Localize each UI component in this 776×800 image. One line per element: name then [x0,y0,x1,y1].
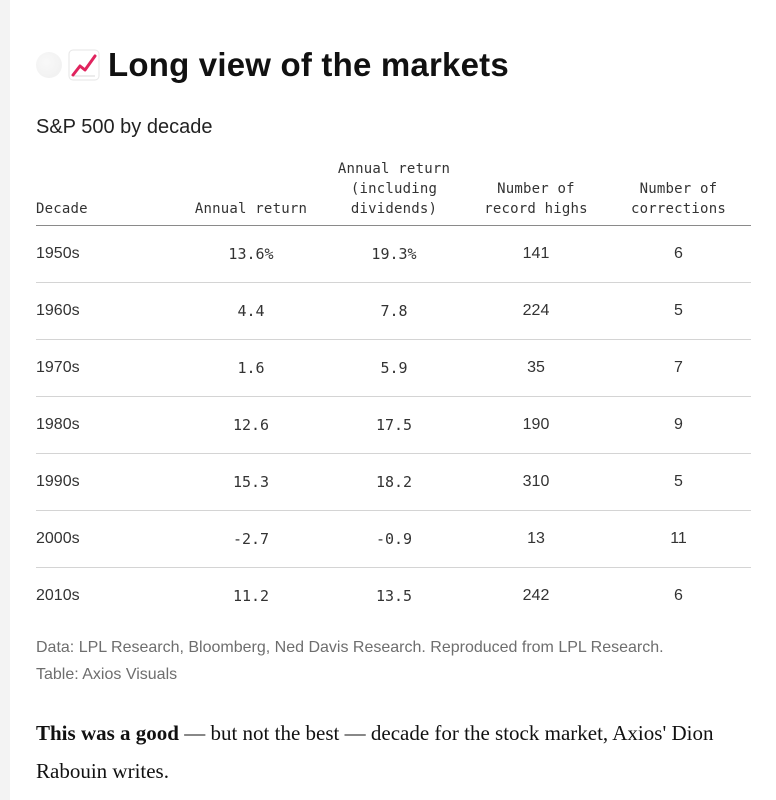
cell-record-highs: 141 [522,245,550,262]
paragraph-rest: — but not the best — decade for the stoc… [36,721,714,783]
cell-decade: 2000s [36,530,80,547]
table-body: 1950s 13.6% 19.3% 141 6 1960s 4.4 7.8 224 5 1970s 1… [36,226,751,624]
header-annual-return-dividends: Annual return (including dividends) [337,161,451,217]
cell-corrections: 5 [674,473,683,490]
cell-record-highs: 310 [522,473,550,490]
cell-record-highs: 35 [527,359,545,376]
cell-record-highs: 13 [527,530,545,547]
cell-corrections: 11 [670,530,687,547]
cell-record-highs: 190 [522,416,550,433]
cell-annual-return-dividends: 19.3% [371,245,417,263]
header-decade: Decade [36,201,88,217]
table-row: 1980s 12.6 17.5 190 9 [36,397,751,454]
table-header: Decade Annual return Annual return (incl… [36,158,751,226]
cell-annual-return-dividends: 13.5 [375,587,413,605]
cell-annual-return-dividends: 18.2 [375,473,413,491]
cell-annual-return: 15.3 [232,473,270,491]
page-edge [0,0,10,800]
cell-decade: 1970s [36,359,80,376]
table-row: 1960s 4.4 7.8 224 5 [36,283,751,340]
credit-line: Table: Axios Visuals [36,666,178,683]
data-table: Decade Annual return Annual return (incl… [36,158,751,624]
header-corrections: Number of corrections [631,181,726,217]
cell-decade: 1960s [36,302,80,319]
cell-decade: 2010s [36,587,80,604]
cell-annual-return-dividends: 7.8 [380,302,408,320]
cell-annual-return: 13.6% [228,245,274,263]
cell-annual-return-dividends: 17.5 [375,416,413,434]
cell-corrections: 5 [674,302,683,319]
cell-record-highs: 224 [522,302,550,319]
header-record-highs: Number of record highs [484,181,588,217]
cell-annual-return-dividends: 5.9 [380,359,408,377]
cell-decade: 1990s [36,473,80,490]
paragraph-lead: This was a good [36,721,179,745]
header-annual-return: Annual return [194,201,308,217]
cell-record-highs: 242 [522,587,550,604]
table-row: 1970s 1.6 5.9 35 7 [36,340,751,397]
table-row: 1990s 15.3 18.2 310 5 [36,454,751,511]
headline-title: Long view of the markets [108,46,509,83]
headline: Long view of the markets [36,38,509,92]
cell-corrections: 7 [674,359,683,376]
cell-annual-return: -2.7 [232,530,270,548]
source-line: Data: LPL Research, Bloomberg, Ned Davis… [36,639,664,656]
cell-annual-return: 1.6 [237,359,265,377]
table-row: 1950s 13.6% 19.3% 141 6 [36,226,751,283]
source-note: Data: LPL Research, Bloomberg, Ned Davis… [36,634,756,688]
chart-increasing-icon [68,49,100,81]
cell-decade: 1950s [36,245,80,262]
cell-corrections: 6 [674,587,683,604]
cell-annual-return-dividends: -0.9 [375,530,413,548]
cell-decade: 1980s [36,416,80,433]
faded-emoji-icon [36,52,62,78]
table-row: 2010s 11.2 13.5 242 6 [36,568,751,624]
cell-annual-return: 12.6 [232,416,270,434]
cell-corrections: 6 [674,245,683,262]
article-paragraph: This was a good — but not the best — dec… [36,714,756,790]
table-title: S&P 500 by decade [36,116,213,138]
cell-annual-return: 4.4 [237,302,265,320]
cell-annual-return: 11.2 [232,587,270,605]
table-row: 2000s -2.7 -0.9 13 11 [36,511,751,568]
cell-corrections: 9 [674,416,683,433]
